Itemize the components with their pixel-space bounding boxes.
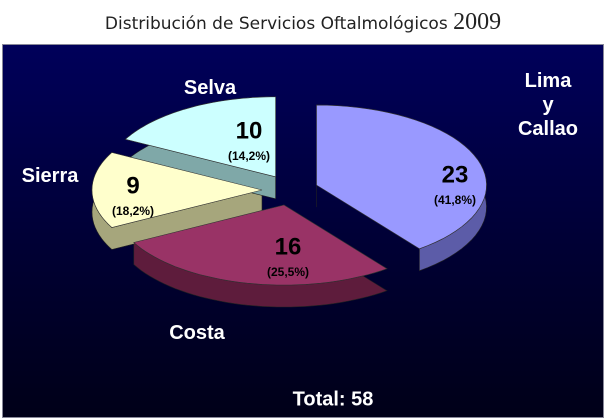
percentage-label: (14,2%) xyxy=(228,149,270,163)
slice xyxy=(133,204,388,286)
title-year: 2009 xyxy=(453,9,502,35)
percentage-label: (18,2%) xyxy=(112,204,154,218)
chart-title: Distribución de Servicios Oftalmológicos xyxy=(104,14,448,34)
slice xyxy=(124,96,276,178)
value-label: 23 xyxy=(442,161,469,188)
category-label: Lima y Callao xyxy=(517,70,579,140)
percentage-label: (25,5%) xyxy=(267,265,309,279)
title-bar: Distribución de Servicios Oftalmológicos… xyxy=(0,0,606,44)
category-label: Costa xyxy=(169,322,225,344)
slice xyxy=(316,104,487,250)
percentage-label: (41,8%) xyxy=(434,193,476,207)
value-label: 16 xyxy=(275,233,302,260)
category-label: Selva xyxy=(183,77,237,99)
slice xyxy=(91,152,263,228)
total-label: Total: 58 xyxy=(292,388,374,411)
category-label: Sierra xyxy=(21,165,79,187)
value-label: 10 xyxy=(236,117,263,144)
value-label: 9 xyxy=(126,172,139,199)
